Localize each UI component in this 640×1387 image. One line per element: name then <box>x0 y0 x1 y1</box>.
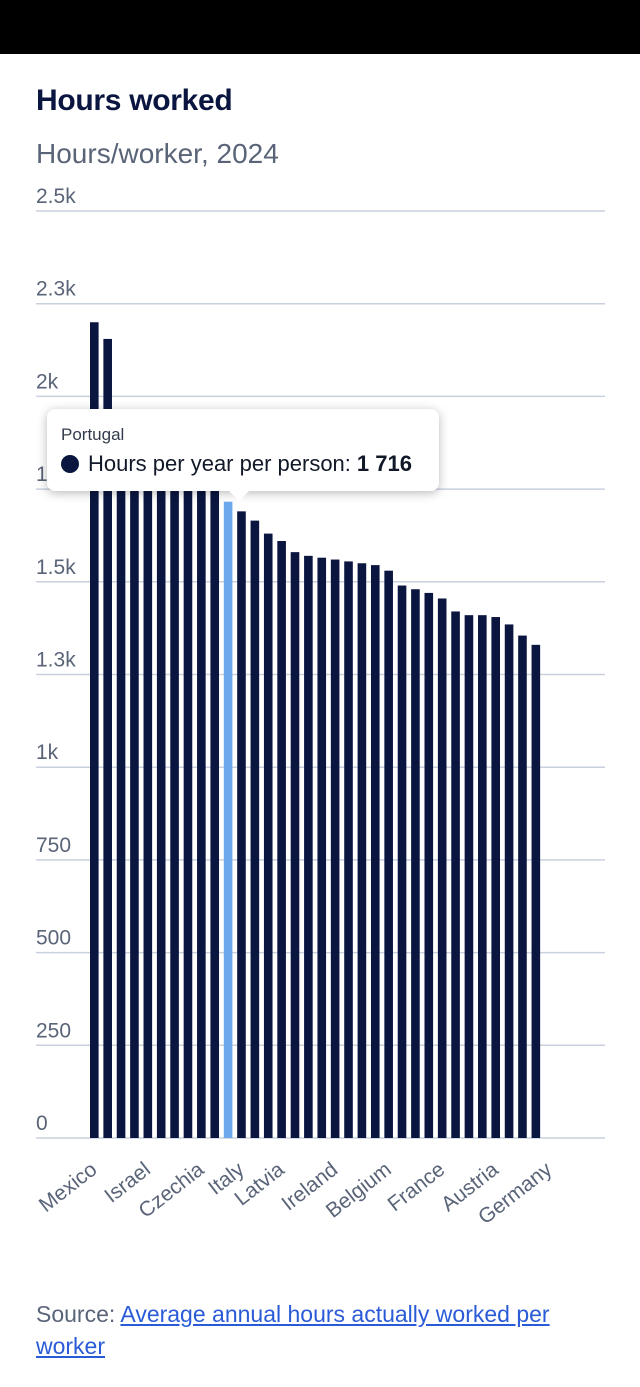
y-tick-label: 2k <box>36 370 59 393</box>
bar[interactable] <box>103 338 112 1138</box>
bar[interactable] <box>317 557 327 1138</box>
y-tick-label: 250 <box>36 1019 71 1042</box>
y-tick-label: 1.3k <box>36 649 76 672</box>
y-tick-label: 1k <box>36 741 59 764</box>
bar[interactable] <box>263 533 273 1138</box>
y-tick-label: 0 <box>36 1112 48 1135</box>
bar[interactable] <box>156 455 166 1139</box>
bar[interactable] <box>531 644 541 1138</box>
bar[interactable] <box>411 589 420 1138</box>
source-prefix: Source: <box>36 1301 116 1327</box>
bar[interactable] <box>277 541 286 1138</box>
bar[interactable] <box>116 433 126 1139</box>
bar[interactable] <box>384 570 393 1138</box>
bar[interactable] <box>330 559 340 1138</box>
bar[interactable] <box>304 555 313 1138</box>
bar[interactable] <box>504 624 514 1138</box>
bar[interactable] <box>478 615 487 1138</box>
bar[interactable] <box>290 552 300 1138</box>
bar[interactable] <box>424 592 434 1138</box>
bar[interactable] <box>130 440 139 1138</box>
status-bar <box>0 0 640 54</box>
y-tick-label: 2.3k <box>36 278 76 301</box>
chart-tooltip: Portugal Hours per year per person: 1 71… <box>47 409 439 501</box>
x-tick-label: Mexico <box>35 1158 102 1217</box>
bar[interactable] <box>237 511 246 1139</box>
bar[interactable] <box>370 565 380 1138</box>
bar-chart[interactable]: 02505007501k1.3k1.5k1.8k2k2.3k2.5kMexico… <box>0 170 640 1270</box>
bar[interactable] <box>210 489 220 1139</box>
bar[interactable] <box>170 466 179 1139</box>
tooltip-line: Hours per year per person: 1 716 <box>61 451 425 477</box>
x-tick-label: France <box>384 1158 450 1216</box>
bar[interactable] <box>90 322 99 1138</box>
bar[interactable] <box>451 611 460 1138</box>
bar[interactable] <box>357 563 367 1138</box>
y-tick-label: 2.5k <box>36 185 76 208</box>
y-tick-label: 750 <box>36 834 71 857</box>
bar[interactable] <box>397 585 407 1138</box>
source-link[interactable]: Average annual hours actually worked per… <box>36 1301 550 1359</box>
bar[interactable] <box>491 617 500 1138</box>
chart-subtitle: Hours/worker, 2024 <box>36 138 279 169</box>
bar[interactable] <box>197 481 206 1138</box>
source-note: Source: Average annual hours actually wo… <box>36 1298 596 1362</box>
bar[interactable] <box>344 561 353 1138</box>
tooltip-value: 1 716 <box>356 451 412 476</box>
y-tick-label: 1.5k <box>36 556 76 579</box>
y-tick-label: 500 <box>36 927 71 950</box>
bar[interactable] <box>464 615 474 1138</box>
tooltip-series-label: Hours per year per person: <box>88 451 351 476</box>
bar[interactable] <box>437 598 447 1138</box>
bar[interactable] <box>143 448 153 1138</box>
bar[interactable] <box>250 520 260 1138</box>
chart-title: Hours worked <box>36 84 233 117</box>
bar[interactable] <box>518 635 527 1138</box>
series-dot-icon <box>61 455 79 473</box>
bar[interactable] <box>223 501 233 1139</box>
bar[interactable] <box>183 474 193 1138</box>
tooltip-country: Portugal <box>61 425 125 444</box>
